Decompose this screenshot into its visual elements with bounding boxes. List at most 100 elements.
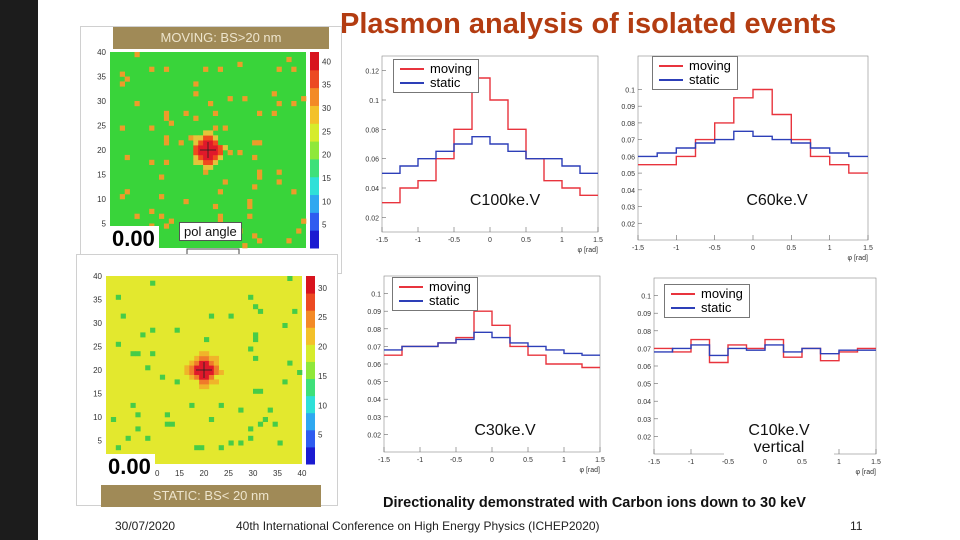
- heatmap-cell: [120, 313, 126, 319]
- static-heatmap-chart: 5101520253035400510152025303540510152025…: [93, 272, 327, 478]
- x-tick-label: 1: [828, 245, 832, 252]
- color-scale-segment: [306, 446, 315, 465]
- heatmap-y-tick: 25: [97, 122, 106, 131]
- heatmap-cell: [183, 110, 189, 116]
- legend-moving: moving: [429, 279, 471, 294]
- legend-swatch-static: [400, 82, 424, 84]
- heatmap-cell: [276, 179, 282, 185]
- heatmap-cell: [159, 174, 165, 180]
- y-tick-label: 0.06: [367, 362, 381, 369]
- heatmap-cell: [159, 213, 165, 219]
- x-tick-label: -1: [673, 245, 679, 252]
- heatmap-cell: [140, 332, 146, 338]
- heatmap-cell: [199, 384, 205, 390]
- heatmap-cell: [257, 174, 263, 180]
- heatmap-cell: [271, 91, 277, 97]
- heatmap-cell: [204, 351, 210, 357]
- heatmap-x-tick: 40: [298, 469, 307, 478]
- y-tick-label: 0.05: [637, 382, 651, 389]
- heatmap-cell: [296, 228, 302, 234]
- heatmap-cell: [217, 145, 223, 151]
- x-tick-label: 0: [751, 245, 755, 252]
- legend-c30: moving static: [392, 277, 478, 311]
- heatmap-cell: [150, 280, 156, 286]
- x-tick-label: 0.5: [786, 245, 796, 252]
- heatmap-cell: [150, 351, 156, 357]
- heatmap-cell: [272, 421, 278, 427]
- heatmap-cell: [292, 308, 298, 314]
- heatmap-cell: [198, 154, 204, 161]
- heatmap-cell: [282, 379, 288, 385]
- legend-swatch-static: [659, 79, 683, 81]
- big-value-bottom: 0.00: [104, 454, 155, 480]
- heatmap-cell: [184, 370, 190, 375]
- heatmap-cell: [164, 412, 170, 418]
- heatmap-cell: [286, 238, 292, 244]
- heatmap-cell: [208, 164, 214, 170]
- heatmap-x-tick: 15: [175, 469, 184, 478]
- color-scale-segment: [306, 276, 315, 294]
- legend-swatch-moving: [400, 68, 424, 70]
- y-tick-label: 0.04: [637, 399, 651, 406]
- heatmap-cell: [198, 159, 204, 165]
- heatmap-cell: [257, 388, 264, 394]
- heatmap-cell: [276, 101, 282, 107]
- heatmap-cell: [169, 421, 175, 427]
- x-tick-label: -0.5: [448, 237, 460, 244]
- heatmap-cell: [203, 135, 209, 141]
- pol-angle-label: pol angle: [179, 222, 242, 241]
- moving-heatmap-chart: 5101520253035400510152025303540510152025…: [97, 48, 331, 262]
- legend-swatch-moving: [399, 286, 423, 288]
- heatmap-cell: [115, 294, 121, 300]
- heatmap-cell: [212, 159, 219, 165]
- heatmap-cell: [227, 150, 233, 156]
- heatmap-x-tick: 30: [249, 469, 258, 478]
- color-scale-tick: 25: [322, 127, 331, 136]
- x-tick-label: 0: [763, 459, 767, 466]
- legend-moving: moving: [689, 58, 731, 73]
- heatmap-cell: [212, 110, 219, 116]
- heatmap-cell: [150, 327, 156, 333]
- heatmap-cell: [212, 125, 219, 131]
- footer-date: 30/07/2020: [115, 519, 176, 533]
- y-tick-label: 0.1: [371, 292, 381, 299]
- big-value-top: 0.00: [108, 226, 159, 252]
- y-tick-label: 0.08: [621, 121, 635, 128]
- heatmap-cell: [193, 140, 199, 146]
- y-tick-label: 0.06: [637, 364, 651, 371]
- y-tick-label: 0.05: [621, 171, 635, 178]
- color-scale-tick: 10: [318, 401, 327, 410]
- x-tick-label: 1.5: [595, 457, 605, 464]
- heatmap-cell: [203, 140, 209, 146]
- y-tick-label: 0.06: [621, 154, 635, 161]
- heatmap-cell: [208, 374, 215, 380]
- y-tick-label: 0.02: [367, 432, 381, 439]
- legend-swatch-static: [399, 300, 423, 302]
- x-axis-label: φ [rad]: [848, 255, 869, 262]
- heatmap-cell: [208, 313, 215, 319]
- heatmap-cell: [135, 351, 141, 357]
- x-axis-label: φ [rad]: [578, 247, 599, 254]
- heatmap-cell: [193, 150, 199, 156]
- heatmap-cell: [208, 360, 215, 366]
- heatmap-cell: [193, 154, 199, 161]
- x-axis-label: φ [rad]: [580, 467, 601, 474]
- heatmap-cell: [188, 135, 194, 141]
- series-moving-line: [654, 338, 876, 364]
- heatmap-cell: [193, 91, 199, 97]
- x-tick-label: -1.5: [648, 459, 660, 466]
- heatmap-cell: [203, 130, 209, 136]
- heatmap-cell: [208, 140, 214, 146]
- y-tick-label: 0.08: [637, 329, 651, 336]
- heatmap-cell: [238, 407, 244, 413]
- heatmap-cell: [212, 203, 219, 210]
- heatmap-cell: [212, 140, 219, 146]
- plot-c100-chart: 0.12 0.1 0.08 0.06 0.04 0.02 -1.5 -1 -0.5 0 0.5 1 1.…: [354, 48, 606, 254]
- heatmap-cell: [217, 189, 223, 195]
- legend-c100: moving static: [393, 59, 479, 93]
- heatmap-cell: [208, 379, 215, 385]
- heatmap-cell: [208, 355, 215, 361]
- heatmap-cell: [198, 145, 204, 151]
- heatmap-cell: [203, 150, 209, 156]
- heatmap-cell: [125, 435, 131, 441]
